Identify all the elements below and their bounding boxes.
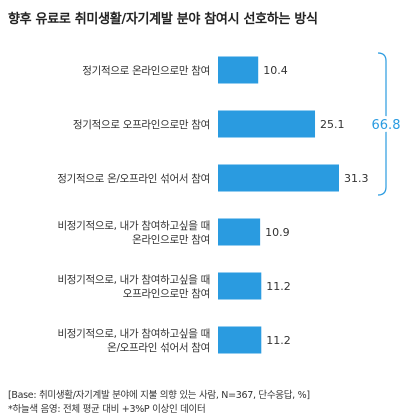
value-label-2: 31.3 — [344, 172, 369, 185]
category-label-4-1: 오프라인으로만 참여 — [123, 288, 210, 300]
bar-0 — [218, 56, 259, 84]
chart-title: 향후 유료로 취미생활/자기계발 분야 참여시 선호하는 방식 — [8, 12, 318, 27]
value-label-5: 11.2 — [266, 334, 291, 347]
bar-4 — [218, 272, 262, 300]
value-label-3: 10.9 — [265, 226, 290, 239]
bracket-line — [377, 52, 387, 196]
value-label-0: 10.4 — [263, 64, 288, 77]
category-label-4-0: 비정기적으로, 내가 참여하고싶을 때 — [57, 273, 210, 286]
category-label-5-0: 비정기적으로, 내가 참여하고싶을 때 — [57, 327, 210, 340]
bracket-total-label: 66.8 — [372, 118, 401, 133]
value-label-4: 11.2 — [266, 280, 291, 293]
bar-2 — [218, 164, 339, 192]
category-label-3-1: 온라인으로만 참여 — [132, 234, 210, 246]
bar-1 — [218, 110, 316, 138]
category-label-1: 정기적으로 오프라인으로만 참여 — [73, 119, 210, 131]
bar-3 — [218, 218, 261, 246]
footnote-highlight: *하늘색 음영: 전체 평균 대비 +3%P 이상인 데이터 — [8, 404, 206, 415]
value-label-1: 25.1 — [320, 118, 345, 131]
category-label-5-1: 온/오프라인 섞어서 참여 — [107, 342, 210, 354]
category-label-2: 정기적으로 온/오프라인 섞어서 참여 — [57, 173, 210, 185]
category-label-0: 정기적으로 온라인으로만 참여 — [82, 65, 210, 77]
footnote-base: [Base: 취미생활/자기계발 분야에 지불 의향 있는 사람, N=367,… — [8, 390, 310, 401]
bar-5 — [218, 326, 262, 354]
category-label-3-0: 비정기적으로, 내가 참여하고싶을 때 — [57, 219, 210, 232]
